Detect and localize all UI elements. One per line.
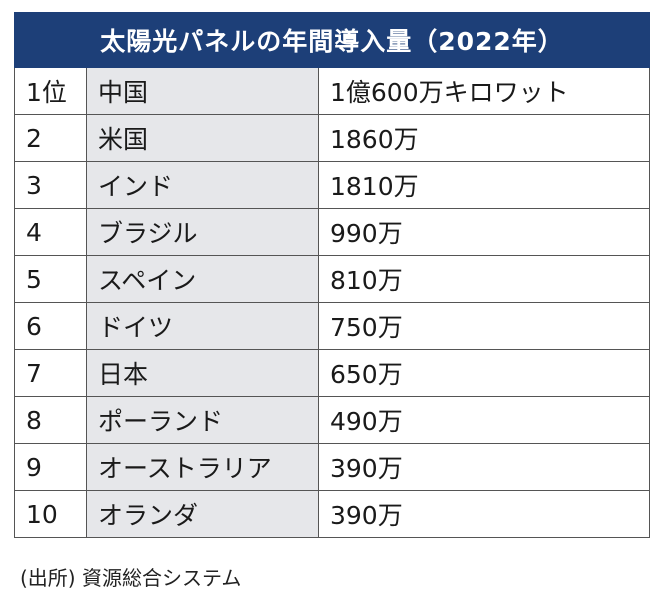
- rank-cell: 6: [14, 302, 87, 350]
- amount-cell: 750万: [318, 302, 650, 350]
- rank-cell: 1位: [14, 68, 87, 115]
- rank-cell: 10: [14, 490, 87, 538]
- rank-cell: 7: [14, 349, 87, 397]
- rank-cell: 5: [14, 255, 87, 303]
- country-cell: スペイン: [86, 255, 319, 303]
- rank-cell: 2: [14, 114, 87, 162]
- amount-cell: 1810万: [318, 161, 650, 209]
- rank-cell: 3: [14, 161, 87, 209]
- table-row: 7 日本 650万: [14, 349, 650, 397]
- table-row: 9 オーストラリア 390万: [14, 443, 650, 491]
- country-cell: 米国: [86, 114, 319, 162]
- amount-cell: 810万: [318, 255, 650, 303]
- ranking-table: 1位 中国 1億600万キロワット 2 米国 1860万 3 インド 1810万…: [14, 68, 650, 538]
- rank-cell: 4: [14, 208, 87, 256]
- ranking-table-container: 太陽光パネルの年間導入量（2022年） 1位 中国 1億600万キロワット 2 …: [14, 12, 650, 538]
- table-row: 2 米国 1860万: [14, 114, 650, 162]
- country-cell: オーストラリア: [86, 443, 319, 491]
- table-title: 太陽光パネルの年間導入量（2022年）: [14, 12, 650, 68]
- amount-cell: 390万: [318, 443, 650, 491]
- rank-cell: 8: [14, 396, 87, 444]
- amount-cell: 490万: [318, 396, 650, 444]
- country-cell: 中国: [86, 68, 319, 115]
- table-row: 8 ポーランド 490万: [14, 396, 650, 444]
- country-cell: ブラジル: [86, 208, 319, 256]
- table-row: 10 オランダ 390万: [14, 490, 650, 538]
- rank-cell: 9: [14, 443, 87, 491]
- country-cell: 日本: [86, 349, 319, 397]
- table-row: 1位 中国 1億600万キロワット: [14, 68, 650, 115]
- amount-cell: 1億600万キロワット: [318, 68, 650, 115]
- table-row: 6 ドイツ 750万: [14, 302, 650, 350]
- amount-cell: 990万: [318, 208, 650, 256]
- amount-cell: 390万: [318, 490, 650, 538]
- country-cell: インド: [86, 161, 319, 209]
- country-cell: ドイツ: [86, 302, 319, 350]
- source-note: (出所) 資源総合システム: [20, 566, 242, 590]
- table-row: 4 ブラジル 990万: [14, 208, 650, 256]
- amount-cell: 1860万: [318, 114, 650, 162]
- amount-cell: 650万: [318, 349, 650, 397]
- country-cell: ポーランド: [86, 396, 319, 444]
- table-row: 3 インド 1810万: [14, 161, 650, 209]
- table-row: 5 スペイン 810万: [14, 255, 650, 303]
- country-cell: オランダ: [86, 490, 319, 538]
